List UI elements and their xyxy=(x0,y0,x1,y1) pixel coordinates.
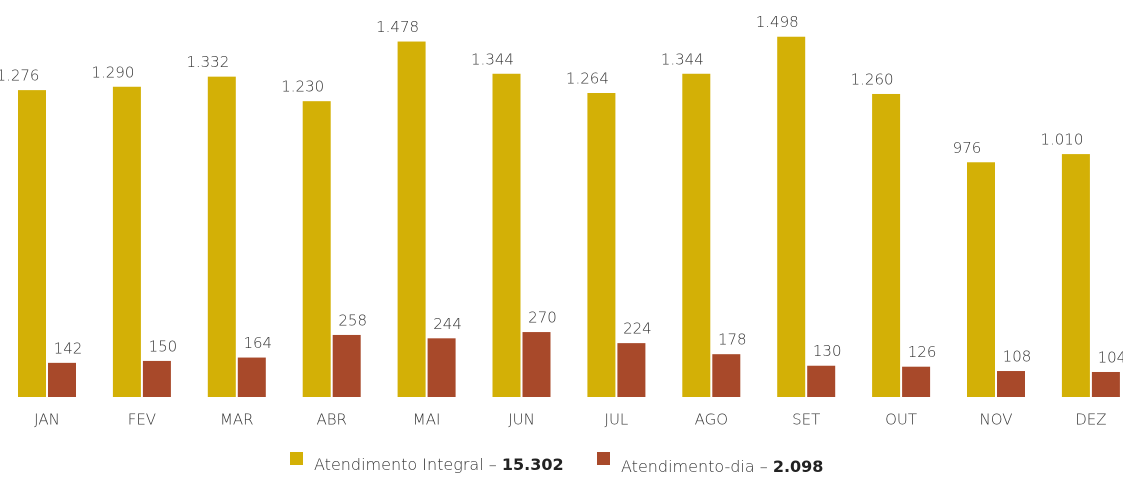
legend-separator: – xyxy=(489,455,497,474)
bar xyxy=(807,365,836,397)
legend-swatch xyxy=(597,452,610,465)
bar xyxy=(207,76,236,398)
value-label: 164 xyxy=(243,334,272,352)
bar xyxy=(682,73,711,397)
x-tick-label: NOV xyxy=(979,411,1012,429)
value-label: 142 xyxy=(54,339,83,357)
legend-total: 15.302 xyxy=(502,455,564,474)
value-label: 104 xyxy=(1098,348,1123,366)
x-tick-label: ABR xyxy=(316,411,347,429)
value-label: 108 xyxy=(1003,348,1032,366)
x-tick-label: DEZ xyxy=(1075,411,1106,429)
value-label: 1.344 xyxy=(471,50,514,68)
x-tick-label: MAI xyxy=(413,411,441,429)
x-tick-label: AGO xyxy=(695,411,728,429)
value-label: 1.010 xyxy=(1040,131,1083,149)
value-label: 1.264 xyxy=(566,70,609,88)
value-label: 1.260 xyxy=(851,70,894,88)
legend-swatch xyxy=(290,452,303,465)
value-label: 1.332 xyxy=(186,53,229,71)
legend-separator: – xyxy=(760,457,768,476)
bar xyxy=(332,334,361,397)
bar xyxy=(427,338,456,397)
bar xyxy=(237,357,266,397)
x-tick-label: MAR xyxy=(220,411,254,429)
bar xyxy=(617,343,646,397)
legend-label: Atendimento-dia – 2.098 xyxy=(621,457,823,476)
bar xyxy=(522,332,551,397)
legend-label: Atendimento Integral – 15.302 xyxy=(314,455,564,474)
value-label: 270 xyxy=(528,309,557,327)
bar xyxy=(142,360,171,397)
x-tick-label: FEV xyxy=(128,411,156,429)
legend-total: 2.098 xyxy=(773,457,824,476)
bar xyxy=(777,36,806,398)
value-label: 1.344 xyxy=(661,50,704,68)
value-label: 130 xyxy=(813,342,842,360)
value-label: 244 xyxy=(433,315,462,333)
value-label: 258 xyxy=(338,311,367,329)
bar xyxy=(902,366,931,397)
value-label: 1.276 xyxy=(0,67,39,85)
value-label: 126 xyxy=(908,343,937,361)
value-label: 178 xyxy=(718,331,747,349)
bar xyxy=(302,101,331,397)
bar xyxy=(492,73,521,397)
bar xyxy=(48,362,76,397)
bar xyxy=(1061,154,1090,397)
bar xyxy=(587,93,616,398)
x-tick-label: SET xyxy=(792,411,820,429)
legend-name: Atendimento Integral xyxy=(314,455,484,474)
bar xyxy=(18,90,46,397)
value-label: 1.230 xyxy=(281,78,324,96)
value-label: 1.290 xyxy=(91,63,134,81)
x-tick-label: JUL xyxy=(605,411,629,429)
x-tick-label: JAN xyxy=(34,411,60,429)
legend-name: Atendimento-dia xyxy=(621,457,755,476)
bar xyxy=(967,162,995,397)
x-tick-label: JUN xyxy=(508,411,535,429)
bar xyxy=(997,371,1025,397)
value-label: 224 xyxy=(623,320,652,338)
bar xyxy=(712,354,741,397)
value-label: 1.478 xyxy=(376,18,419,36)
bar xyxy=(872,93,901,397)
x-tick-label: OUT xyxy=(885,411,917,429)
bar xyxy=(1091,371,1120,397)
value-label: 976 xyxy=(953,139,982,157)
value-label: 150 xyxy=(149,337,178,355)
bar xyxy=(397,41,426,397)
bar xyxy=(112,86,141,397)
value-label: 1.498 xyxy=(756,13,799,31)
